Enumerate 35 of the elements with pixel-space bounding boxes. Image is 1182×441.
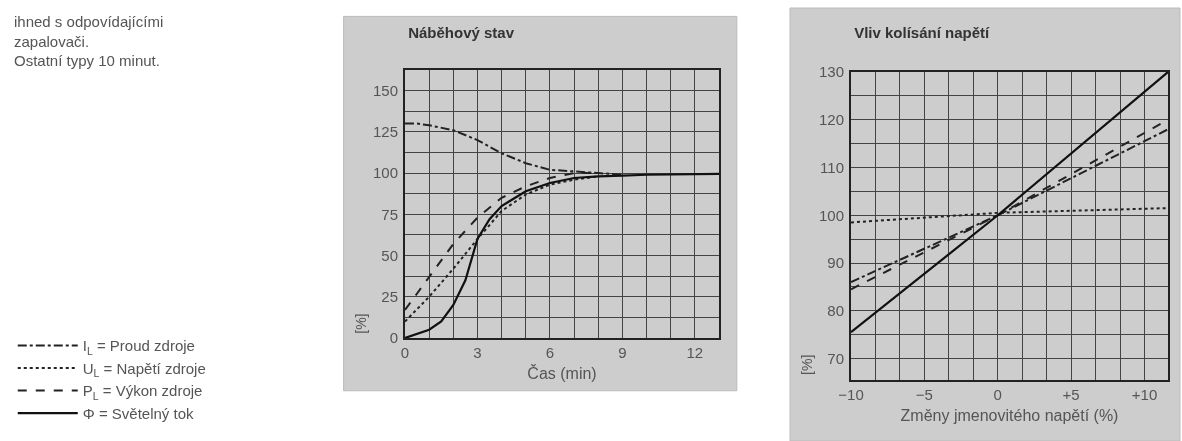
y-tick-label: 0 bbox=[389, 329, 398, 347]
y-axis-title: [%] bbox=[799, 354, 816, 375]
x-axis-title: Čas (min) bbox=[527, 364, 597, 383]
y-tick-label: 25 bbox=[381, 288, 398, 306]
y-tick-label: 125 bbox=[372, 123, 398, 141]
legend-label: Φ = Světelný tok bbox=[82, 404, 195, 422]
y-tick-label: 100 bbox=[372, 164, 398, 182]
x-tick-label: 9 bbox=[618, 344, 627, 361]
text: ihned s odpovídajícími zapalovači. Ostatní typy 10 minut. bbox=[14, 13, 164, 69]
x-tick-label: 12 bbox=[686, 344, 704, 361]
legend-label: I$_{L}$ = Proud zdroje bbox=[82, 337, 195, 357]
y-tick-label: 130 bbox=[818, 63, 844, 81]
x-tick-label: −5 bbox=[915, 386, 933, 403]
x-tick-label: +10 bbox=[1131, 386, 1158, 403]
y-tick-label: 80 bbox=[827, 302, 844, 320]
chart-title: Náběhový stav bbox=[408, 24, 515, 42]
y-axis-title: [%] bbox=[353, 313, 370, 334]
y-tick-label: 100 bbox=[818, 206, 844, 224]
y-tick-label: 70 bbox=[827, 349, 844, 367]
y-tick-label: 150 bbox=[372, 81, 398, 99]
x-tick-label: 0 bbox=[993, 386, 1002, 403]
x-axis-title: Změny jmenovitého napětí (%) bbox=[900, 407, 1119, 425]
y-tick-label: 120 bbox=[818, 111, 844, 128]
legend-label: U$_{L}$ = Napětí zdroje bbox=[82, 359, 206, 380]
y-tick-label: 110 bbox=[820, 158, 844, 176]
chart-title: Vliv kolísání napětí bbox=[854, 24, 991, 42]
y-tick-label: 50 bbox=[381, 246, 398, 264]
y-tick-label: 75 bbox=[381, 205, 398, 223]
legend-label: P$_{L}$ = Výkon zdroje bbox=[82, 382, 203, 402]
y-tick-label: 90 bbox=[827, 254, 844, 272]
x-tick-label: 3 bbox=[473, 344, 482, 361]
x-tick-label: +5 bbox=[1062, 386, 1080, 403]
x-tick-label: −10 bbox=[838, 386, 864, 403]
x-tick-label: 0 bbox=[400, 344, 410, 361]
x-tick-label: 6 bbox=[545, 344, 555, 361]
